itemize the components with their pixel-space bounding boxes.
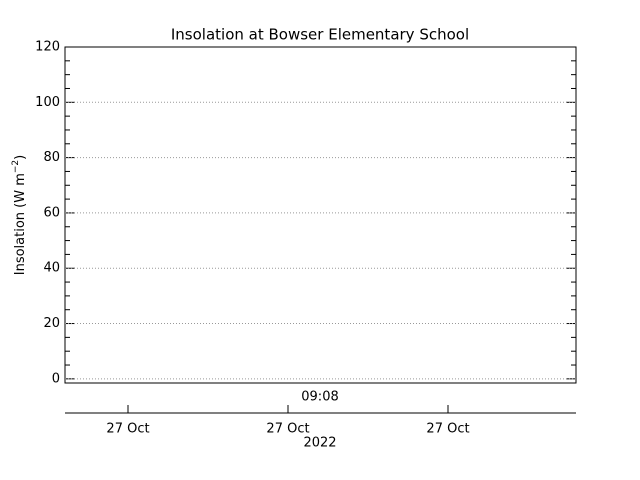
chart-title: Insolation at Bowser Elementary School [171, 26, 469, 44]
y-axis-label: Insolation (W m−2) [11, 155, 28, 276]
x-tick-label: 27 Oct [106, 422, 149, 437]
y-tick-label: 20 [43, 316, 60, 331]
x-tick-label: 27 Oct [426, 422, 469, 437]
y-tick-label: 100 [35, 95, 60, 110]
y-label-close: ) [13, 155, 28, 160]
y-tick-label: 0 [52, 371, 60, 386]
y-tick-label: 120 [35, 40, 60, 55]
y-tick-label: 80 [43, 150, 60, 165]
x-tick-label: 27 Oct [266, 422, 309, 437]
time-label: 09:08 [301, 390, 338, 405]
year-label: 2022 [303, 436, 336, 451]
y-label-text: Insolation (W m [13, 173, 28, 275]
y-label-exponent: −2 [11, 160, 21, 173]
y-tick-label: 60 [43, 205, 60, 220]
plot-frame [64, 46, 577, 384]
y-tick-label: 40 [43, 261, 60, 276]
